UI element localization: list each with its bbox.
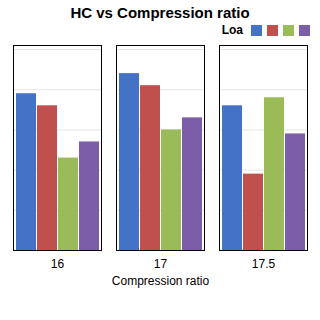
html-text:HC vs Compression ratio: HC vs Compression ratio — [70, 4, 250, 21]
svg-text:16: 16 — [51, 257, 65, 271]
svg-text:17.5: 17.5 — [252, 257, 276, 271]
html-text:Loa: Loa — [221, 23, 243, 37]
svg-text:Compression ratio: Compression ratio — [112, 274, 210, 288]
svg-text:17: 17 — [154, 257, 168, 271]
